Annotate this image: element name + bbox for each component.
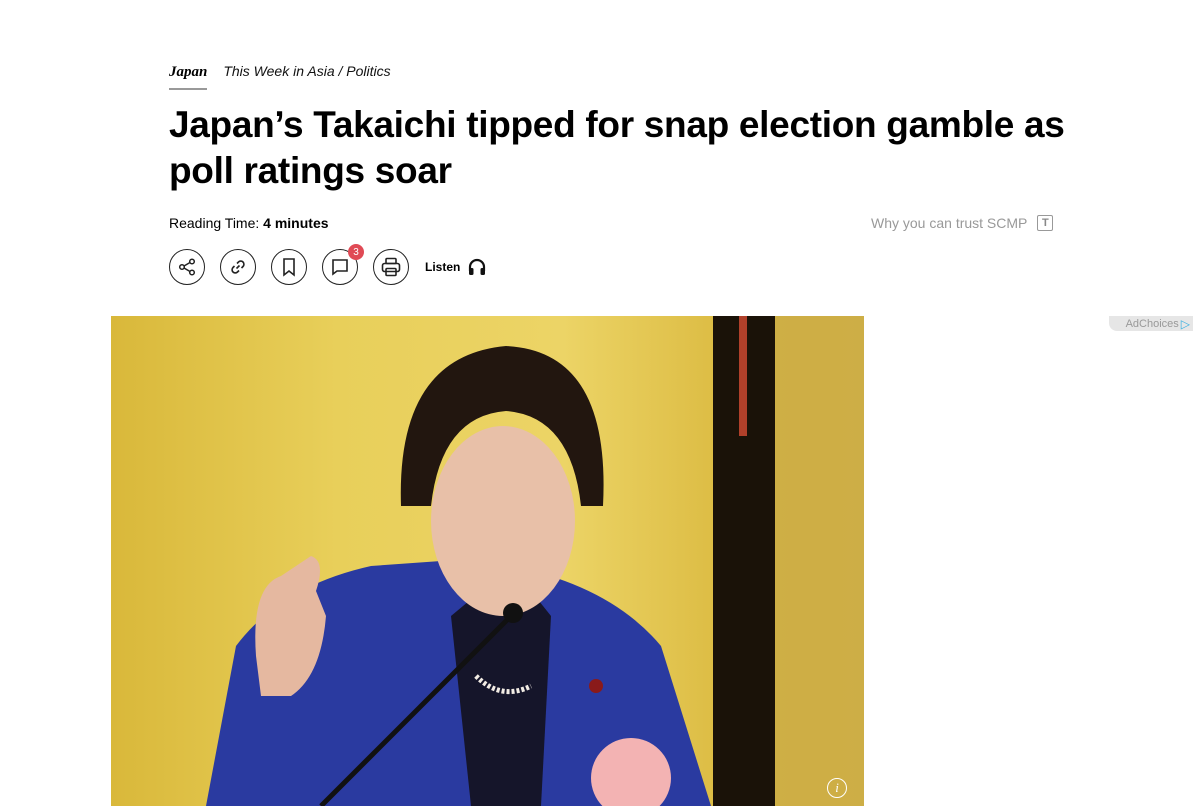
- listen-label: Listen: [425, 260, 461, 274]
- comment-count-badge: 3: [348, 244, 364, 260]
- reading-time-label: Reading Time:: [169, 215, 260, 231]
- link-icon: [231, 260, 245, 274]
- copy-link-button[interactable]: [220, 249, 256, 285]
- share-button[interactable]: [169, 249, 205, 285]
- share-icon: [178, 258, 196, 276]
- trust-label: Why you can trust SCMP: [871, 215, 1028, 231]
- bookmark-icon: [283, 258, 295, 277]
- reading-time: Reading Time: 4 minutes: [169, 215, 329, 231]
- adchoices-badge[interactable]: AdChoices ▷: [1109, 316, 1193, 331]
- article-hero-image[interactable]: i: [111, 316, 864, 806]
- adchoices-icon: ▷: [1180, 316, 1190, 331]
- portrait-illustration: [206, 316, 864, 806]
- comment-icon: [332, 259, 348, 276]
- image-info-icon[interactable]: i: [827, 778, 847, 798]
- comments-button[interactable]: 3: [322, 244, 364, 285]
- trust-icon: T: [1037, 215, 1054, 231]
- section-link[interactable]: Japan: [169, 64, 208, 90]
- print-button[interactable]: [373, 249, 409, 285]
- bookmark-button[interactable]: [271, 249, 307, 285]
- print-icon: [381, 257, 401, 277]
- reading-time-value: 4 minutes: [263, 215, 329, 231]
- adchoices-label: AdChoices: [1125, 317, 1179, 330]
- breadcrumb: Japan This Week in Asia / Politics: [169, 63, 391, 90]
- subsection-link[interactable]: This Week in Asia / Politics: [223, 63, 391, 79]
- article-actions: 3 Listen: [169, 244, 486, 285]
- listen-button[interactable]: Listen: [425, 258, 486, 276]
- article-title: Japan’s Takaichi tipped for snap electio…: [169, 104, 1065, 191]
- trust-link[interactable]: Why you can trust SCMP T: [871, 215, 1054, 231]
- headphones-icon: [469, 258, 486, 275]
